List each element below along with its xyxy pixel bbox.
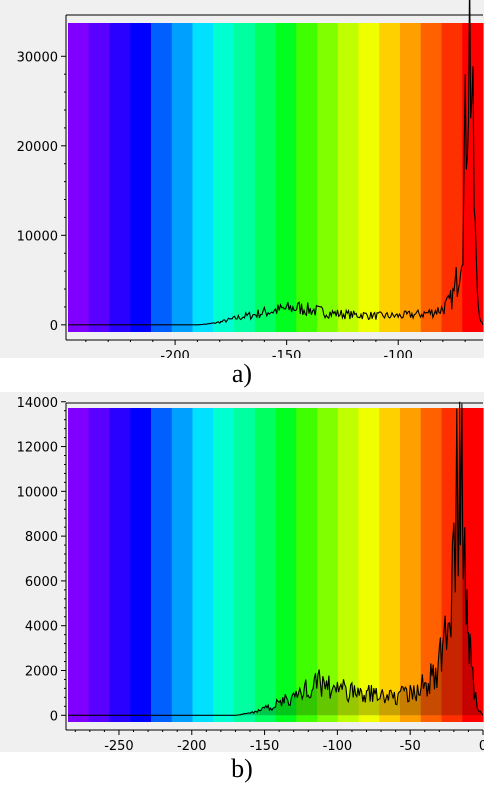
spectrum-band [68,23,90,332]
x-tick-label: -200 [160,349,190,358]
y-tick-label: 12000 [17,441,58,456]
spectrum-band [192,23,214,332]
area-fill [68,401,483,716]
x-tick-label: 0 [479,739,484,752]
spectrum-band [254,23,277,332]
x-tick-label: -250 [104,739,134,752]
x-tick-label: -50 [400,739,421,752]
caption-a: a) [231,359,253,388]
y-tick-label: 14000 [17,396,58,411]
spectrum-band [379,408,401,722]
spectrum-bands [68,408,484,722]
y-tick-label: 20000 [17,140,58,155]
spectrum-band [234,408,256,722]
spectrum-band [109,408,131,722]
x-tick-label: -150 [250,739,280,752]
spectrum-band [441,23,463,332]
spectrum-band [379,23,401,332]
spectrum-band [68,408,90,722]
spectrum-band [462,408,484,722]
spectrum-band [88,408,111,722]
spectrum-band [296,23,318,332]
spectrum-band [317,23,339,332]
chart-panel-b: 0 2000 4000 6000 8000 10000 12000 14000 -250 -200… [0,392,484,752]
y-tick-label: 10000 [17,229,58,244]
spectrum-band [88,23,111,332]
spectrum-bands [68,23,484,332]
spectrum-band [109,23,131,332]
y-tick-label: 6000 [25,575,58,590]
data-series-line [68,0,484,326]
caption-b: b) [231,754,253,783]
spectrum-band [337,23,360,332]
y-tick-label: 8000 [25,530,58,545]
spectrum-band [462,23,484,332]
spectrum-band [151,408,173,722]
chart-panel-a: 0 10000 20000 30000 -200 -150 -100 [0,0,484,358]
spectrum-band [130,23,152,332]
y-tick-label: 2000 [25,664,58,679]
x-tick-label: -100 [323,739,353,752]
spectrum-band [358,23,380,332]
spectrum-band [213,408,235,722]
y-tick-label: 10000 [17,485,58,500]
spectrum-band [171,408,194,722]
spectrum-band [358,408,380,722]
spectrum-band [130,408,152,722]
spectrum-band [420,408,443,722]
y-tick-label: 30000 [17,50,58,65]
spectrum-band [337,408,360,722]
spectrum-band [192,408,214,722]
spectrum-band [420,23,443,332]
chart-a: 0 10000 20000 30000 -200 -150 -100 [17,0,484,358]
spectrum-band [254,408,277,722]
y-tick-label: 0 [50,709,58,724]
data-series-line [68,401,484,716]
spectrum-band [296,408,318,722]
spectrum-band [213,23,235,332]
spectrum-band [400,408,422,722]
spectrum-band [151,23,173,332]
y-tick-label: 4000 [25,620,58,635]
x-tick-label: -200 [177,739,207,752]
x-tick-label: -100 [383,349,413,358]
spectrum-band [275,23,297,332]
spectrum-band [234,23,256,332]
spectrum-band [400,23,422,332]
spectrum-band [275,408,297,722]
y-tick-label: 0 [50,319,58,334]
spectrum-band [317,408,339,722]
x-tick-label: -150 [272,349,302,358]
spectrum-band [171,23,194,332]
chart-b: 0 2000 4000 6000 8000 10000 12000 14000 -250 -200… [17,396,484,752]
